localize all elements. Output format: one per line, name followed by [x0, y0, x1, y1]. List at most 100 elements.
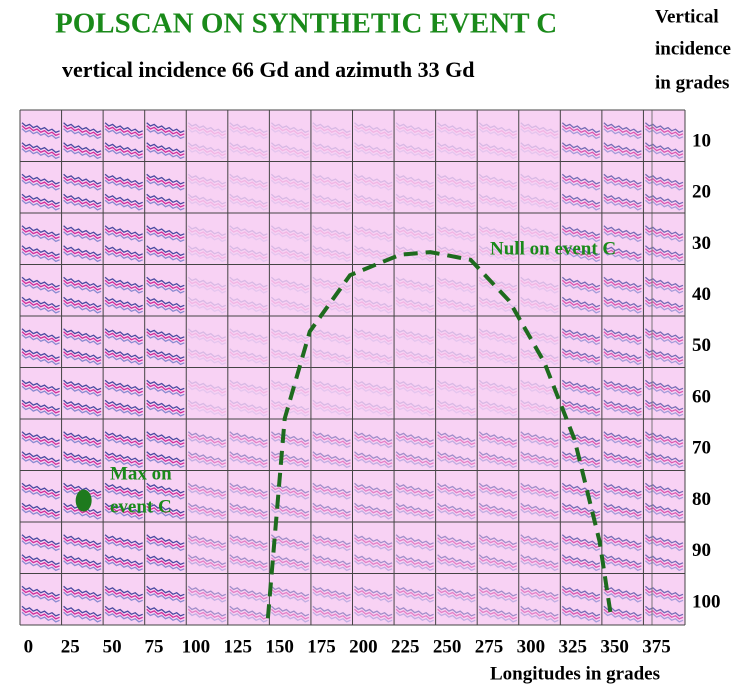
trace: [146, 173, 185, 185]
trace: [478, 557, 518, 569]
trace: [520, 296, 559, 308]
trace: [146, 248, 185, 260]
trace: [229, 334, 268, 346]
trace: [603, 148, 642, 160]
trace: [312, 540, 351, 552]
trace: [21, 560, 60, 572]
trace: [603, 176, 642, 188]
trace: [478, 482, 518, 494]
trace: [21, 199, 60, 211]
chart-title: POLSCAN ON SYNTHETIC EVENT C: [55, 8, 557, 40]
trace: [354, 385, 393, 397]
trace: [478, 282, 518, 294]
trace: [229, 328, 268, 340]
trace: [270, 176, 310, 188]
trace: [395, 434, 434, 446]
trace: [603, 488, 642, 500]
trace: [229, 179, 268, 191]
trace: [146, 148, 185, 160]
trace: [63, 557, 102, 569]
trace: [478, 173, 518, 185]
trace: [354, 585, 393, 597]
trace: [395, 451, 434, 463]
trace: [561, 125, 601, 137]
trace: [146, 331, 185, 343]
trace: [478, 179, 518, 191]
trace: [312, 488, 351, 500]
trace: [520, 351, 559, 363]
trace: [520, 225, 559, 237]
trace: [520, 196, 559, 208]
trace: [520, 122, 559, 134]
trace: [270, 508, 310, 520]
trace: [312, 328, 351, 340]
trace: [187, 128, 227, 140]
trace: [312, 354, 351, 366]
trace: [603, 125, 642, 137]
trace: [104, 122, 143, 134]
trace: [312, 502, 351, 514]
trace: [354, 145, 393, 157]
trace: [561, 485, 601, 497]
trace: [104, 125, 143, 137]
trace: [312, 179, 351, 191]
trace: [603, 382, 642, 394]
trace: [561, 199, 601, 211]
trace: [187, 560, 227, 572]
trace: [21, 302, 60, 314]
traces: [21, 122, 684, 623]
trace: [146, 457, 185, 469]
trace: [63, 193, 102, 205]
trace: [395, 379, 434, 391]
trace: [395, 454, 434, 466]
trace: [395, 605, 434, 617]
trace: [354, 537, 393, 549]
x-tick-label: 375: [642, 636, 671, 657]
trace: [561, 431, 601, 443]
trace: [478, 196, 518, 208]
trace: [270, 282, 310, 294]
x-tick-label: 350: [600, 636, 629, 657]
trace: [395, 351, 434, 363]
trace: [603, 451, 642, 463]
trace: [146, 399, 185, 411]
trace: [603, 331, 642, 343]
trace: [104, 142, 143, 154]
trace: [270, 399, 310, 411]
trace: [270, 451, 310, 463]
trace: [146, 351, 185, 363]
trace: [270, 379, 310, 391]
trace: [561, 302, 601, 314]
trace: [270, 608, 310, 620]
trace: [603, 351, 642, 363]
trace: [63, 402, 102, 414]
trace: [21, 605, 60, 617]
trace: [146, 537, 185, 549]
trace: [146, 196, 185, 208]
trace: [21, 128, 60, 140]
trace: [63, 245, 102, 257]
trace: [312, 334, 351, 346]
x-tick-label: 25: [61, 636, 80, 657]
trace: [146, 176, 185, 188]
trace: [270, 554, 310, 566]
trace: [395, 145, 434, 157]
null-curve: [265, 250, 614, 619]
trace: [229, 382, 268, 394]
trace: [603, 228, 642, 240]
trace: [437, 382, 476, 394]
x-tick-label: 150: [265, 636, 294, 657]
trace: [603, 502, 642, 514]
trace: [437, 328, 476, 340]
trace: [312, 505, 351, 517]
trace: [395, 328, 434, 340]
trace: [561, 299, 601, 311]
trace: [478, 431, 518, 443]
trace: [312, 348, 351, 360]
trace: [354, 225, 393, 237]
trace: [478, 605, 518, 617]
trace: [437, 431, 476, 443]
trace: [395, 299, 434, 311]
trace: [354, 379, 393, 391]
